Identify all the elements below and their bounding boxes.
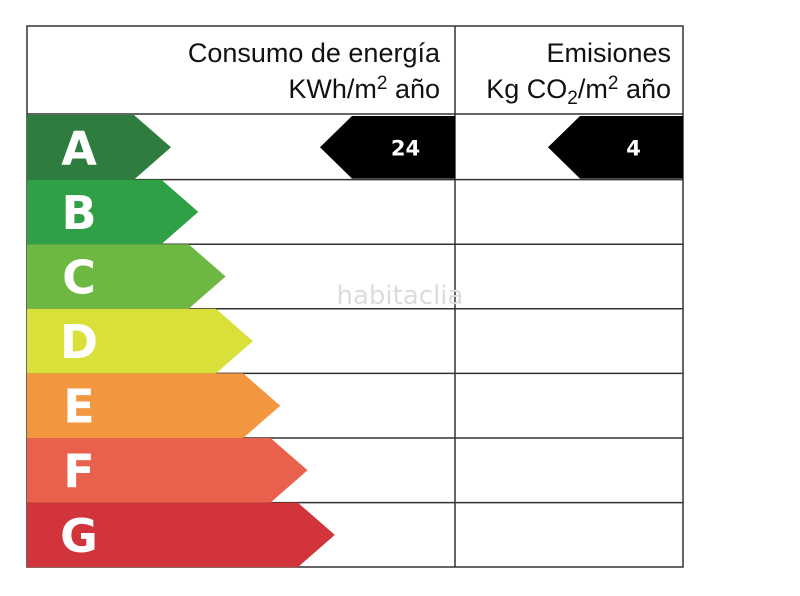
class-arrow-b xyxy=(27,179,199,245)
class-arrow-g xyxy=(27,502,335,568)
class-letter-e: E xyxy=(63,380,94,434)
class-letter-b: B xyxy=(61,186,96,240)
class-arrow-e xyxy=(27,373,281,438)
emisiones-unit: Kg CO2/m2 año xyxy=(486,73,671,109)
emisiones-value: 4 xyxy=(626,136,641,160)
rating-indicators: 24 4 xyxy=(320,116,683,179)
class-arrow-d xyxy=(27,308,253,374)
emisiones-indicator xyxy=(548,116,683,179)
consumo-unit: KWh/m2 año xyxy=(288,73,440,104)
class-arrow-c xyxy=(27,244,226,309)
class-letter-g: G xyxy=(60,509,98,563)
class-letter-c: C xyxy=(62,251,96,305)
consumo-indicator xyxy=(320,116,455,179)
class-letter-a: A xyxy=(61,121,97,175)
emisiones-title: Emisiones xyxy=(546,38,671,68)
consumo-value: 24 xyxy=(391,136,420,160)
class-letter-d: D xyxy=(60,315,98,369)
class-arrow-a xyxy=(27,115,171,180)
watermark: habitaclia xyxy=(337,281,464,311)
class-letter-f: F xyxy=(63,444,94,498)
consumo-title: Consumo de energía xyxy=(188,38,441,68)
class-arrow-f xyxy=(27,438,308,503)
